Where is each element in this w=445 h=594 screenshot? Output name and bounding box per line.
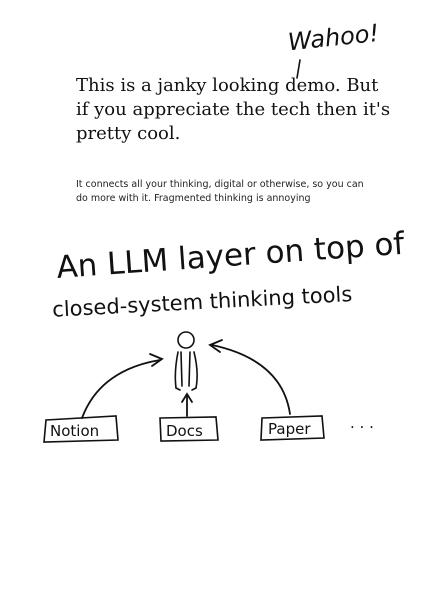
annotation-caret	[296, 59, 301, 79]
sketch-line-1: An LLM layer on top of	[55, 226, 406, 286]
notion-box: Notion	[43, 415, 119, 443]
paper-label: Paper	[268, 420, 311, 438]
sketch-line-2: closed-system thinking tools	[52, 282, 353, 322]
ellipsis: . . .	[350, 414, 374, 432]
person-icon	[174, 331, 198, 391]
paper-box: Paper	[260, 415, 325, 441]
arrow-up-icon	[181, 392, 193, 417]
docs-label: Docs	[166, 422, 203, 440]
headline-text: This is a janky looking demo. But if you…	[76, 75, 391, 144]
arrow-left-icon	[81, 353, 164, 419]
subtext: It connects all your thinking, digital o…	[76, 179, 364, 204]
notion-label: Notion	[50, 422, 99, 440]
wahoo-annotation: Wahoo!	[287, 19, 381, 56]
docs-box: Docs	[159, 416, 219, 442]
arrow-right-icon	[208, 339, 291, 415]
